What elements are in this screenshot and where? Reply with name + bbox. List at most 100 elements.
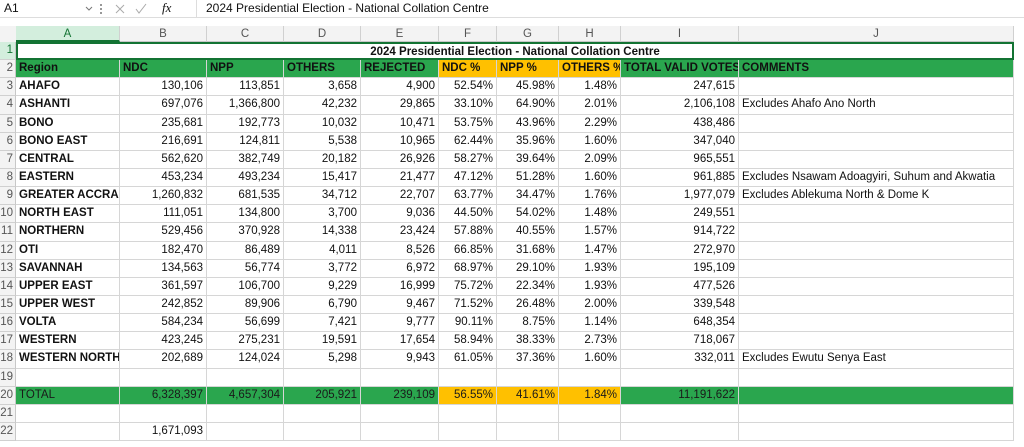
row-header[interactable]: 12 [0,241,16,260]
cell[interactable] [559,132,621,151]
row-header[interactable]: 5 [0,114,16,133]
cell[interactable] [559,368,621,387]
cell[interactable] [497,314,559,333]
cell[interactable] [497,187,559,206]
name-box[interactable]: A1 [4,1,19,15]
cell[interactable] [439,259,497,278]
cell[interactable] [497,332,559,351]
cell[interactable] [207,259,284,278]
cell[interactable] [284,350,361,369]
cell[interactable] [16,259,120,278]
cell[interactable] [621,223,739,242]
cell[interactable] [16,422,120,442]
cell[interactable] [207,404,284,423]
cell[interactable] [739,422,1014,442]
cell[interactable] [207,422,284,442]
cell[interactable] [559,277,621,296]
cell[interactable] [16,386,120,405]
cell[interactable] [739,168,1014,188]
cell[interactable] [497,259,559,278]
cell[interactable] [621,187,739,206]
cell[interactable] [284,422,361,442]
cell[interactable] [16,168,120,188]
cell[interactable] [559,150,621,169]
cell[interactable] [439,205,497,224]
cell[interactable] [439,332,497,351]
column-header[interactable]: J [739,26,1014,42]
row-header[interactable]: 8 [0,168,16,188]
cell[interactable] [621,132,739,151]
cell[interactable] [621,277,739,296]
cell[interactable] [207,187,284,206]
row-header[interactable]: 11 [0,223,16,242]
row-header[interactable]: 2 [0,60,16,79]
cell[interactable] [284,386,361,405]
cell[interactable] [739,187,1014,206]
column-header[interactable]: G [497,26,559,42]
cell[interactable] [16,132,120,151]
cell[interactable] [120,368,207,387]
cell[interactable] [497,60,559,79]
cell[interactable] [739,332,1014,351]
cell[interactable] [739,368,1014,387]
cell[interactable] [284,368,361,387]
cell[interactable] [497,368,559,387]
column-header[interactable]: D [284,26,361,42]
cell[interactable] [120,78,207,97]
cell[interactable] [361,368,439,387]
cell[interactable] [16,205,120,224]
column-header[interactable]: I [621,26,739,42]
sheet-title[interactable]: 2024 Presidential Election - National Co… [16,42,1014,61]
cell[interactable] [16,295,120,315]
cell[interactable] [559,259,621,278]
cell[interactable] [120,241,207,260]
cell[interactable] [361,60,439,79]
cell[interactable] [621,241,739,260]
cell[interactable] [497,96,559,115]
row-header[interactable]: 19 [0,368,16,387]
cell[interactable] [621,78,739,97]
cell[interactable] [120,114,207,133]
cell[interactable] [439,187,497,206]
cell[interactable] [361,96,439,115]
cell[interactable] [207,60,284,79]
cell[interactable] [284,332,361,351]
cell[interactable] [361,241,439,260]
cell[interactable] [439,350,497,369]
cell[interactable] [361,132,439,151]
cell[interactable] [621,386,739,405]
cell[interactable] [739,277,1014,296]
cell[interactable] [439,223,497,242]
cell[interactable] [739,60,1014,79]
cell[interactable] [559,422,621,442]
cell[interactable] [439,132,497,151]
row-header[interactable]: 17 [0,332,16,351]
cell[interactable] [120,295,207,315]
cell[interactable] [621,205,739,224]
cell[interactable] [439,314,497,333]
cell[interactable] [559,386,621,405]
cell[interactable] [284,78,361,97]
cell[interactable] [621,96,739,115]
cell[interactable] [497,132,559,151]
cell[interactable] [207,295,284,315]
column-header[interactable]: H [559,26,621,42]
cell[interactable] [361,295,439,315]
cell[interactable] [621,350,739,369]
row-header[interactable]: 1 [0,42,16,61]
cell[interactable] [120,314,207,333]
cell[interactable] [284,60,361,79]
cell[interactable] [739,241,1014,260]
cell[interactable] [16,187,120,206]
row-header[interactable]: 16 [0,314,16,333]
cell[interactable] [207,132,284,151]
cell[interactable] [621,114,739,133]
cell[interactable] [284,96,361,115]
cell[interactable] [207,223,284,242]
cell[interactable] [559,314,621,333]
cell[interactable] [284,277,361,296]
row-header[interactable]: 9 [0,187,16,206]
cell[interactable] [621,422,739,442]
cell[interactable] [361,78,439,97]
cell[interactable] [439,96,497,115]
